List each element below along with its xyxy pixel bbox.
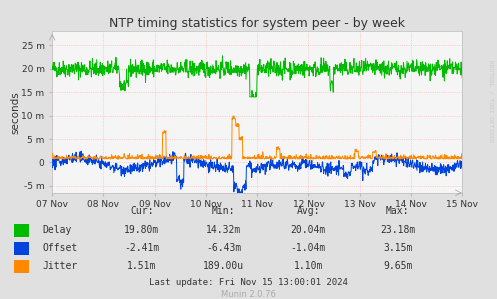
Text: Min:: Min: (212, 206, 236, 216)
Text: 3.15m: 3.15m (383, 243, 413, 253)
Text: 9.65m: 9.65m (383, 261, 413, 271)
Text: -6.43m: -6.43m (206, 243, 241, 253)
Text: Offset: Offset (42, 243, 78, 253)
Text: 189.00u: 189.00u (203, 261, 244, 271)
Text: Avg:: Avg: (296, 206, 320, 216)
Text: Cur:: Cur: (130, 206, 154, 216)
Text: 1.10m: 1.10m (293, 261, 323, 271)
Text: -1.04m: -1.04m (291, 243, 326, 253)
Text: Last update: Fri Nov 15 13:00:01 2024: Last update: Fri Nov 15 13:00:01 2024 (149, 278, 348, 287)
Text: -2.41m: -2.41m (124, 243, 159, 253)
Text: 1.51m: 1.51m (127, 261, 157, 271)
Title: NTP timing statistics for system peer - by week: NTP timing statistics for system peer - … (109, 17, 405, 30)
Text: RRDTOOL / TOBI OETIKER: RRDTOOL / TOBI OETIKER (489, 60, 494, 143)
Y-axis label: seconds: seconds (10, 91, 20, 133)
Text: Max:: Max: (386, 206, 410, 216)
Text: Munin 2.0.76: Munin 2.0.76 (221, 290, 276, 299)
Text: Delay: Delay (42, 225, 72, 235)
Text: 14.32m: 14.32m (206, 225, 241, 235)
Text: 19.80m: 19.80m (124, 225, 159, 235)
Text: Jitter: Jitter (42, 261, 78, 271)
Text: 23.18m: 23.18m (380, 225, 415, 235)
Text: 20.04m: 20.04m (291, 225, 326, 235)
